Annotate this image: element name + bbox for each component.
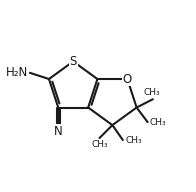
Text: S: S [70,55,77,68]
Text: H₂N: H₂N [6,66,28,79]
Text: CH₃: CH₃ [92,140,108,149]
Text: CH₃: CH₃ [144,88,160,97]
Text: N: N [54,125,63,138]
Text: CH₃: CH₃ [125,136,142,145]
Text: O: O [123,73,132,85]
Text: CH₃: CH₃ [150,118,166,127]
